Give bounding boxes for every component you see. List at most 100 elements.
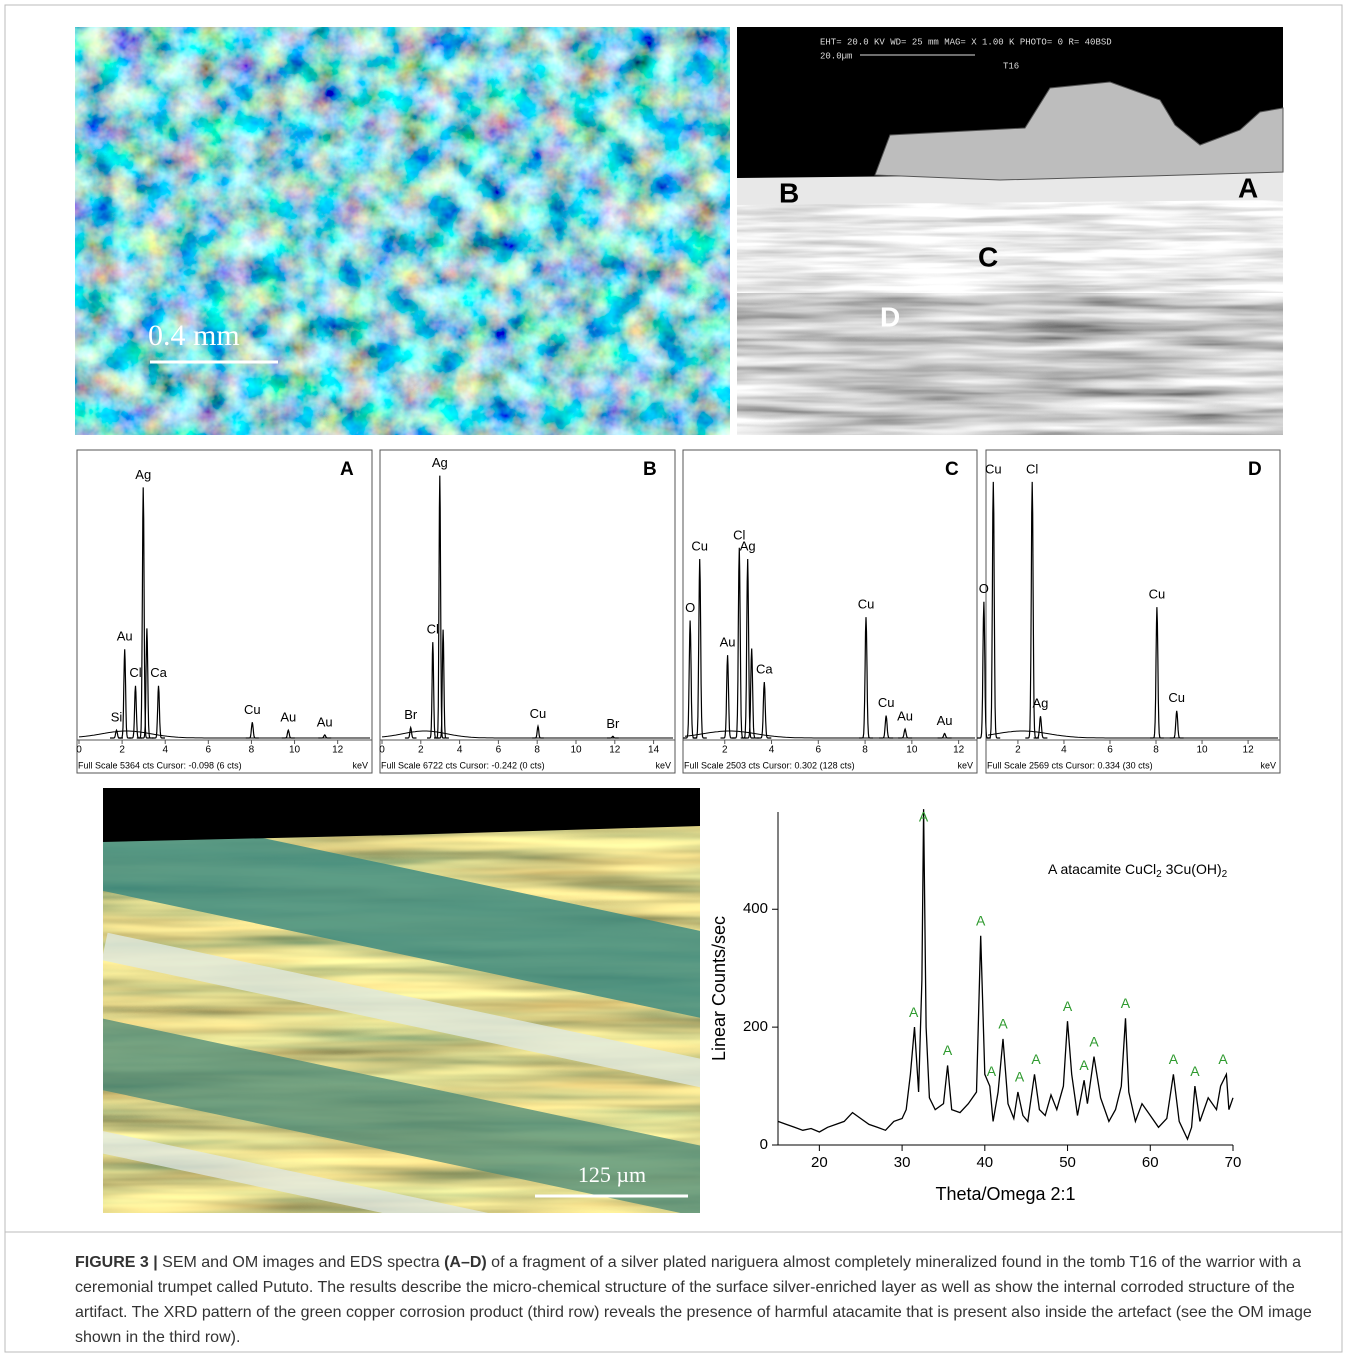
x-tick-label: 4 [1061, 745, 1067, 756]
scale-bar-label: 125 µm [578, 1162, 646, 1187]
sem-label: D [880, 301, 900, 332]
peak-label: Cu [985, 461, 1002, 476]
om-surface-image: 0.4 mm [75, 27, 730, 435]
peak-label: Ag [135, 467, 151, 482]
peak-label: A [1089, 1033, 1099, 1049]
x-tick-label: 70 [1225, 1154, 1242, 1171]
x-tick-label: 8 [1153, 745, 1159, 756]
peak-label: Au [897, 708, 913, 723]
x-tick-label: 6 [206, 745, 212, 756]
sem-image: EHT= 20.0 KV WD= 25 mm MAG= X 1.00 K PHO… [737, 27, 1283, 435]
peak [938, 734, 952, 739]
peak-label: A [1169, 1051, 1179, 1067]
spectrum-panel [683, 450, 977, 773]
x-tick-label: 30 [894, 1154, 911, 1171]
sem-scale: 20.0µm [820, 51, 852, 61]
peak [427, 642, 439, 738]
y-axis-label: Linear Counts/sec [709, 916, 729, 1061]
peak [118, 649, 131, 738]
figure: 0.4 mm EHT= 20.0 KV WD= 25 mm MAG= X 1.0… [0, 0, 1347, 1357]
footer: Full Scale 2503 cts Cursor: 0.302 (128 c… [684, 760, 855, 770]
om-section-image: 125 µm [0, 788, 818, 1291]
sem-label: C [978, 241, 998, 272]
peak-label: Au [720, 635, 736, 650]
x-tick-label: 2 [722, 745, 728, 756]
x-tick-label: 8 [862, 745, 868, 756]
peak-label: Cu [858, 597, 875, 612]
x-tick-label: 50 [1059, 1154, 1076, 1171]
peak [879, 716, 893, 738]
peak-label: Au [117, 629, 133, 644]
x-tick-label: 20 [811, 1154, 828, 1171]
peak-label: Cu [691, 538, 708, 553]
footer: Full Scale 6722 cts Cursor: -0.242 (0 ct… [381, 760, 545, 770]
peak [683, 621, 697, 739]
peak-label: Si [111, 710, 123, 725]
x-tick-label: 6 [816, 745, 822, 756]
sem-label: B [779, 177, 799, 208]
peak [693, 559, 707, 738]
peak [757, 682, 771, 738]
x-tick-label: 12 [953, 745, 965, 756]
x-tick-label: 2 [1015, 745, 1021, 756]
peak-label: Cu [1168, 690, 1185, 705]
peak-label: Cu [530, 706, 547, 721]
peak-label: A [987, 1063, 997, 1079]
scale-bar-label: 0.4 mm [148, 319, 240, 352]
peak-label: Br [606, 716, 620, 731]
peak [898, 729, 912, 738]
x-tick-label: 40 [976, 1154, 993, 1171]
background [685, 731, 975, 738]
peak-label: A [909, 1004, 919, 1020]
x-tick-label: 10 [570, 745, 582, 756]
x-tick-label: 6 [1107, 745, 1113, 756]
peak [246, 722, 259, 738]
peak-label: Cl [1026, 461, 1038, 476]
x-tick-label: 12 [1243, 745, 1255, 756]
peak-label: Au [280, 710, 296, 725]
x-tick-label: 10 [289, 745, 301, 756]
x-tick-label: 2 [418, 745, 424, 756]
peak-label: Cu [244, 702, 261, 717]
legend: A atacamite CuCl2 3Cu(OH)2 [1048, 861, 1228, 880]
x-tick-label: 10 [1196, 745, 1208, 756]
xrd-line [778, 809, 1233, 1139]
peak [1150, 607, 1164, 738]
peak [532, 726, 544, 738]
footer: Full Scale 2569 cts Cursor: 0.334 (30 ct… [987, 760, 1153, 770]
peak-label: A [943, 1042, 953, 1058]
caption-label: FIGURE 3 | [75, 1254, 158, 1271]
peak-label: Ag [740, 538, 756, 553]
x-tick-label: 12 [332, 745, 344, 756]
spectrum-panel [380, 450, 675, 773]
peak-label: A [1190, 1063, 1200, 1079]
x-tick-label: 14 [648, 745, 660, 756]
y-tick-label: 0 [760, 1136, 768, 1153]
peak-label: Au [317, 714, 333, 729]
panel-letter: A [340, 459, 354, 480]
caption-ref: (A–D) [444, 1254, 487, 1271]
panel-letter: B [643, 459, 657, 480]
peak-label: Cu [878, 695, 895, 710]
peak [1034, 716, 1048, 738]
y-tick-label: 200 [743, 1018, 768, 1035]
peak [152, 686, 165, 738]
page: 0.4 mm EHT= 20.0 KV WD= 25 mm MAG= X 1.0… [0, 0, 1347, 1357]
background [382, 731, 673, 738]
peak [721, 655, 735, 738]
caption-text: SEM and OM images and EDS spectra [158, 1254, 444, 1271]
peak-label: Ca [150, 665, 167, 680]
peak [859, 617, 873, 738]
peak-label: Br [404, 707, 418, 722]
x-axis-label: keV [1260, 760, 1276, 770]
peak-label: Ag [432, 455, 448, 470]
peak [1170, 711, 1184, 738]
x-tick-label: 8 [534, 745, 540, 756]
peak [977, 602, 991, 738]
x-tick-label: 0 [76, 745, 82, 756]
peak-label: Cu [1149, 587, 1166, 602]
panel-letter: D [1248, 459, 1262, 480]
peak [986, 482, 1000, 738]
peak-label: Au [937, 713, 953, 728]
sem-sample: T16 [1003, 61, 1019, 71]
